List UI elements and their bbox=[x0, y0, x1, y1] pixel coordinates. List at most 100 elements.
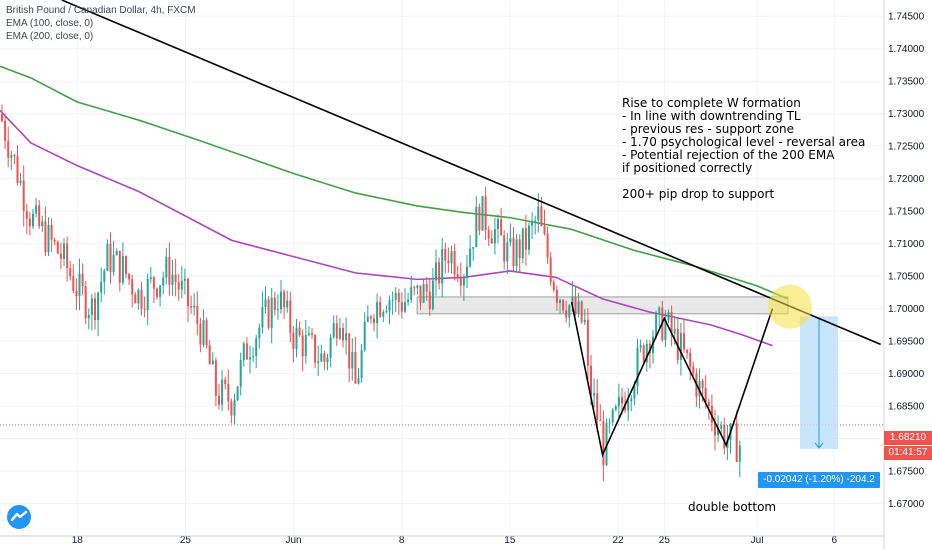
candle-body bbox=[738, 445, 741, 462]
candle-body bbox=[506, 242, 509, 262]
x-tick-label: 18 bbox=[72, 535, 84, 546]
candle-body bbox=[577, 301, 580, 314]
candle-body bbox=[87, 314, 90, 319]
candle-body bbox=[580, 301, 583, 322]
candle-body bbox=[236, 386, 239, 401]
candle-body bbox=[689, 353, 692, 367]
candle-body bbox=[472, 247, 475, 249]
candle-body bbox=[214, 360, 217, 396]
candle-body bbox=[81, 273, 84, 287]
candle-body bbox=[611, 409, 614, 423]
candle-body bbox=[174, 274, 177, 282]
candle-body bbox=[438, 262, 441, 284]
candle-body bbox=[639, 345, 642, 348]
y-tick-label: 1.70000 bbox=[888, 304, 925, 315]
annotation-line: Rise to complete W formation bbox=[622, 96, 801, 110]
y-tick-label: 1.74000 bbox=[888, 44, 925, 55]
candle-body bbox=[422, 284, 425, 303]
candle-body bbox=[270, 297, 273, 328]
candle-body bbox=[450, 250, 453, 264]
candle-body bbox=[156, 288, 158, 297]
y-tick-label: 1.74500 bbox=[888, 12, 925, 23]
candle-body bbox=[94, 298, 96, 321]
legend-ema100[interactable]: EMA (100, close, 0) bbox=[6, 18, 94, 29]
candle-body bbox=[416, 285, 419, 288]
candle-body bbox=[546, 233, 549, 258]
candle-body bbox=[391, 299, 394, 301]
candle-body bbox=[47, 224, 50, 253]
candle-body bbox=[714, 422, 716, 436]
candle-body bbox=[658, 307, 661, 314]
double-bottom-label[interactable]: double bottom bbox=[688, 500, 777, 514]
candle-body bbox=[140, 289, 143, 309]
candle-body bbox=[478, 206, 481, 231]
candle-body bbox=[152, 277, 155, 289]
y-tick-label: 1.69000 bbox=[888, 369, 925, 380]
candle-body bbox=[1, 113, 3, 121]
candle-body bbox=[518, 239, 521, 259]
candle-body bbox=[187, 278, 189, 307]
candle-body bbox=[590, 365, 592, 396]
candle-body bbox=[342, 327, 344, 341]
candle-body bbox=[431, 280, 434, 310]
candle-body bbox=[717, 428, 720, 436]
candle-body bbox=[493, 228, 496, 244]
candle-body bbox=[670, 312, 673, 334]
candle-body bbox=[621, 396, 623, 404]
candle-body bbox=[233, 400, 236, 416]
candle-body bbox=[289, 300, 292, 333]
candle-body bbox=[357, 378, 360, 384]
candle-body bbox=[692, 366, 695, 374]
trade-annotation[interactable]: Rise to complete W formation - In line w… bbox=[622, 97, 865, 201]
candle-body bbox=[180, 280, 183, 290]
y-tick-label: 1.67000 bbox=[888, 499, 925, 510]
candle-body bbox=[466, 266, 468, 278]
candle-body bbox=[360, 349, 363, 379]
legend: British Pound / Canadian Dollar, 4h, FXC… bbox=[6, 4, 196, 43]
candle-body bbox=[379, 302, 382, 317]
candle-body bbox=[593, 393, 596, 396]
candle-body bbox=[565, 310, 568, 318]
y-tick-label: 1.73000 bbox=[888, 109, 925, 120]
candle-body bbox=[13, 155, 16, 157]
candle-body bbox=[332, 323, 335, 338]
candle-body bbox=[369, 316, 372, 319]
candle-body bbox=[326, 357, 329, 362]
candle-body bbox=[351, 351, 354, 369]
candle-body bbox=[543, 225, 546, 234]
candle-body bbox=[487, 230, 490, 239]
tradingview-logo-icon[interactable] bbox=[6, 504, 32, 530]
candle-body bbox=[528, 225, 530, 250]
candle-body bbox=[407, 299, 410, 303]
x-tick-label: 6 bbox=[832, 535, 838, 546]
candle-body bbox=[307, 333, 310, 336]
candle-body bbox=[90, 298, 93, 315]
candle-body bbox=[599, 420, 602, 422]
legend-ema200[interactable]: EMA (200, close, 0) bbox=[6, 31, 94, 42]
candle-body bbox=[239, 360, 242, 387]
candle-body bbox=[255, 338, 258, 357]
ema-200-path bbox=[0, 65, 789, 300]
candle-body bbox=[552, 281, 555, 291]
candle-body bbox=[444, 249, 447, 261]
candle-body bbox=[280, 291, 282, 310]
candle-body bbox=[320, 353, 323, 362]
candle-body bbox=[128, 273, 131, 280]
candle-body bbox=[78, 273, 81, 297]
candle-body bbox=[286, 300, 289, 308]
y-tick-label: 1.69500 bbox=[888, 337, 925, 348]
x-tick-label: Jul bbox=[751, 535, 764, 546]
candle-body bbox=[115, 250, 118, 255]
candle-body bbox=[462, 277, 465, 286]
candle-body bbox=[655, 313, 658, 337]
legend-symbol[interactable]: British Pound / Canadian Dollar, 4h, FXC… bbox=[6, 5, 196, 16]
candle-body bbox=[125, 256, 127, 274]
candle-body bbox=[44, 221, 47, 253]
candle-body bbox=[162, 277, 165, 286]
candle-body bbox=[252, 356, 255, 358]
candle-body bbox=[614, 406, 617, 410]
candle-body bbox=[456, 274, 459, 279]
candle-body bbox=[298, 327, 301, 336]
